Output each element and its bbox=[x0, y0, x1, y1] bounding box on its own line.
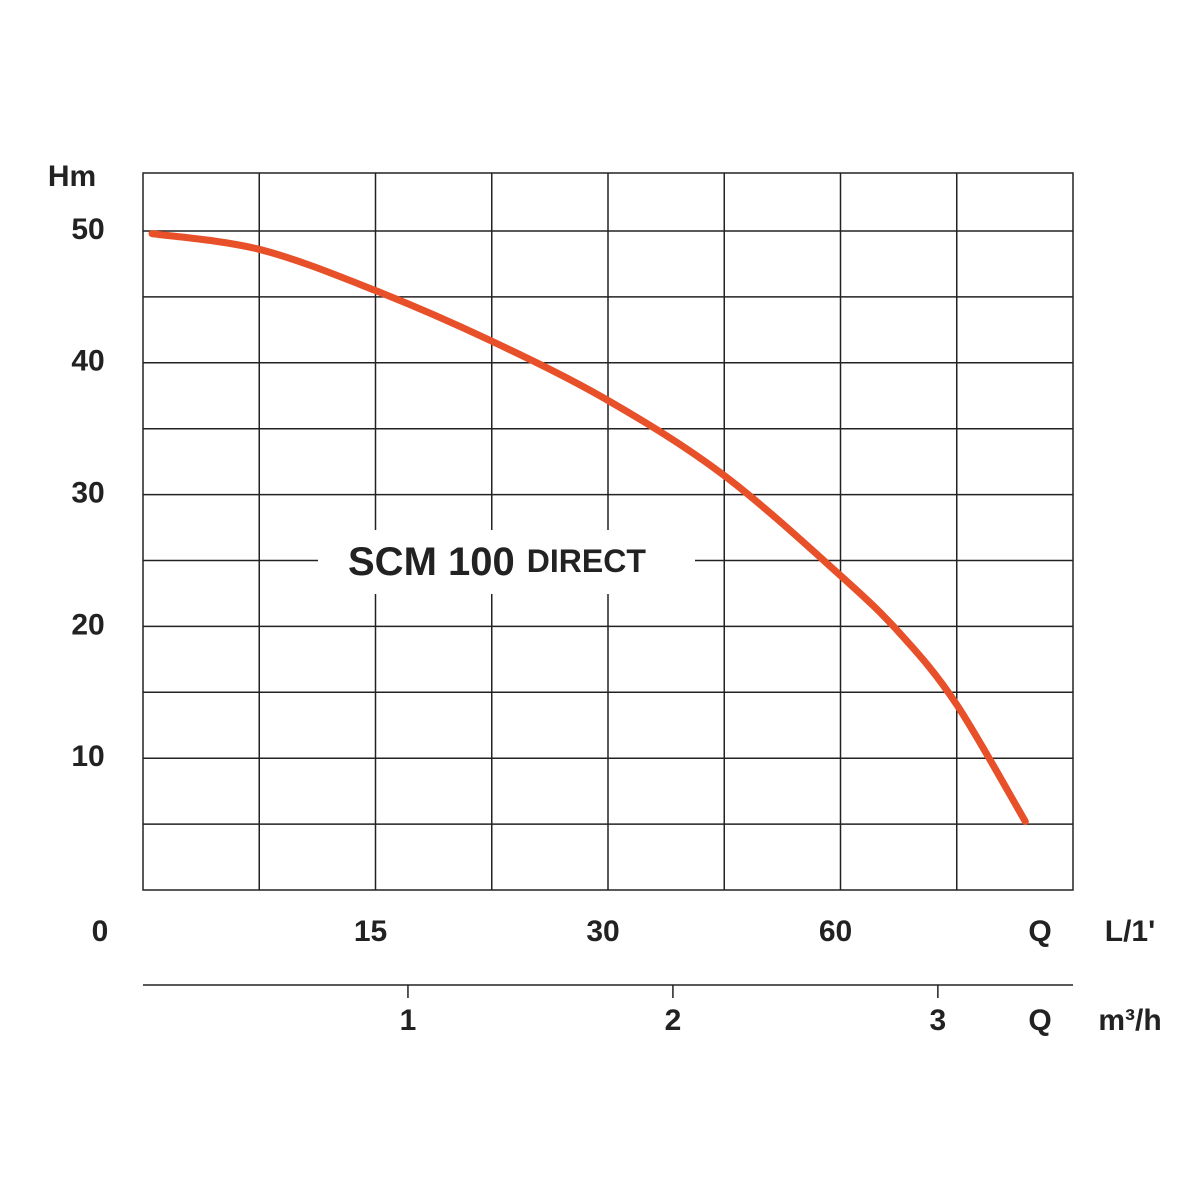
x-top-tick-label: 30 bbox=[586, 915, 619, 948]
y-tick-label: 10 bbox=[71, 740, 104, 773]
model-name: SCM 100 bbox=[348, 540, 515, 584]
x-tick-label: 1 bbox=[400, 1004, 417, 1037]
pump-curve bbox=[148, 230, 1029, 825]
x-top-tick-label: 60 bbox=[819, 915, 852, 948]
y-tick-label: 30 bbox=[71, 477, 104, 510]
y-tick-label: 50 bbox=[71, 213, 104, 246]
x-tick-label: 2 bbox=[665, 1004, 682, 1037]
plot-frame bbox=[142, 172, 1074, 891]
origin-label: 0 bbox=[92, 915, 109, 948]
y-axis-label: Hm bbox=[48, 160, 96, 193]
model-variant: DIRECT bbox=[527, 543, 647, 579]
label-box bbox=[318, 530, 695, 594]
x-top-unit: L/1' bbox=[1105, 915, 1155, 948]
y-tick-label: 20 bbox=[71, 608, 104, 641]
y-tick-label: 40 bbox=[71, 345, 104, 378]
x-tick-label: 3 bbox=[930, 1004, 947, 1037]
x-unit: m³/h bbox=[1098, 1004, 1161, 1037]
x-top-tick-label: 15 bbox=[354, 915, 387, 948]
x-symbol: Q bbox=[1028, 1004, 1051, 1037]
model-label: SCM 100 DIRECT bbox=[348, 540, 646, 584]
x-top-symbol: Q bbox=[1028, 915, 1051, 948]
